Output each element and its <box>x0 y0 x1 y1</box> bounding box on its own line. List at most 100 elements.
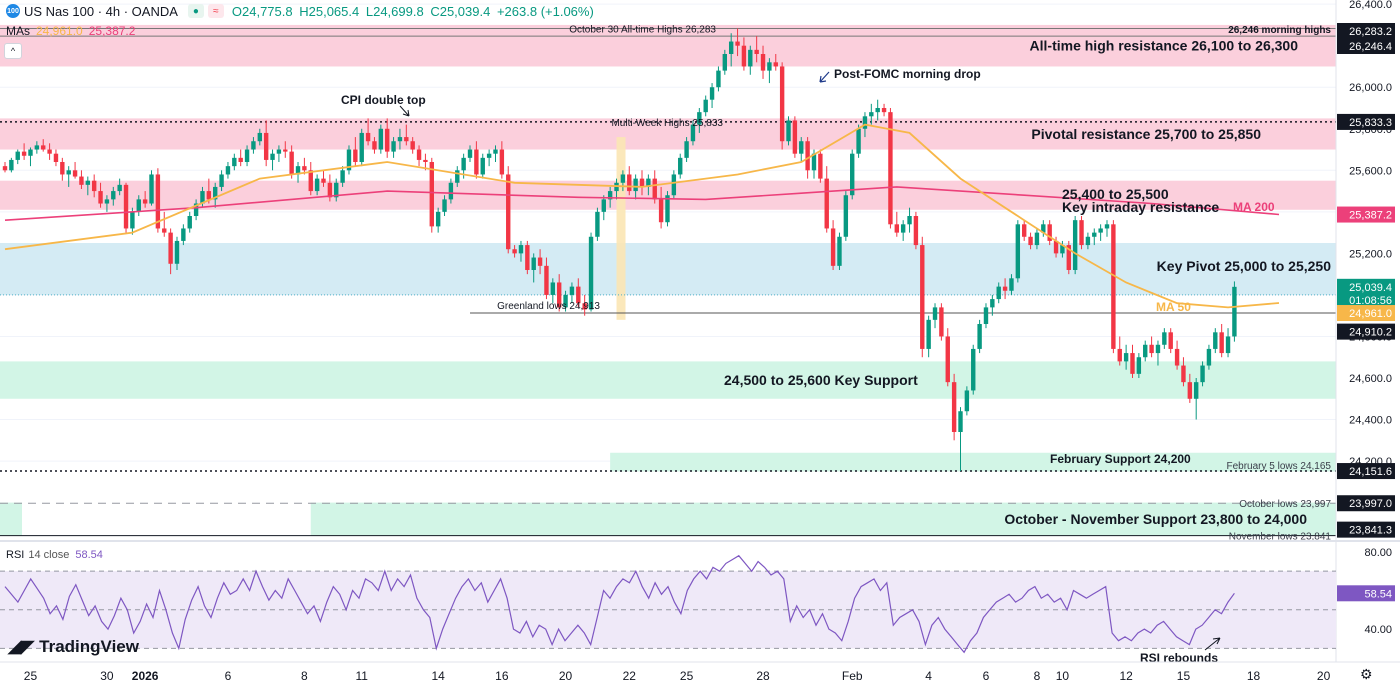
label-november-lows: November lows 23,841 <box>1229 532 1332 543</box>
candle-body <box>72 170 78 177</box>
candle-body <box>21 151 27 156</box>
candle-body <box>951 382 957 432</box>
candle-body <box>104 199 110 204</box>
candle-body <box>837 236 842 266</box>
price-tick-label: 24,600.0 <box>1349 373 1392 385</box>
time-tick-label: 11 <box>355 669 368 683</box>
high-value: H25,065.4 <box>299 3 360 19</box>
price-tick-label: 25,200.0 <box>1349 248 1392 260</box>
arrow-cpi <box>399 105 410 117</box>
price-tag-bg-last <box>1337 278 1395 309</box>
tag-greenland: 24,910.2 <box>1349 327 1392 339</box>
chart-header: 100 US Nas 100 · 4h · OANDA ● ≈ O24,775.… <box>0 0 1336 40</box>
time-tick-label: 8 <box>301 669 308 683</box>
time-tick-label: 20 <box>559 669 573 683</box>
candle-body <box>684 141 689 158</box>
candle-body <box>601 199 606 212</box>
candle-body <box>544 265 549 295</box>
rsi-line <box>4 554 1235 654</box>
candle-body <box>748 49 753 67</box>
nas100-logo-icon: 100 <box>6 4 20 18</box>
candle-body <box>703 99 708 113</box>
candle-body <box>117 184 122 192</box>
candle-body <box>1053 240 1059 254</box>
candle-body <box>9 159 14 171</box>
candle-body <box>830 228 836 266</box>
candle-body <box>799 141 804 154</box>
candle-body <box>945 336 950 383</box>
candle-body <box>174 240 180 264</box>
candle-body <box>53 153 59 162</box>
candle-body <box>773 62 778 67</box>
candle-body <box>926 319 931 349</box>
candle-body <box>1085 236 1091 246</box>
tag-morning-high: 26,246.4 <box>1349 41 1392 53</box>
candle-body <box>1104 224 1110 229</box>
green-dot-icon[interactable]: ● <box>187 4 204 18</box>
label-february-5-lows: February 5 lows 24,165 <box>1226 461 1331 472</box>
candle-body <box>213 186 218 200</box>
time-tick-label: 6 <box>983 669 990 683</box>
candle-body <box>754 49 759 54</box>
candle-body <box>1143 344 1148 358</box>
candle-body <box>996 286 1001 300</box>
time-tick-label: 28 <box>756 669 770 683</box>
candle-body <box>187 216 192 229</box>
ma-legend-row: MAs 24,961.0 25,387.2 <box>6 23 135 38</box>
candle-body <box>442 199 447 212</box>
candle-body <box>792 120 798 154</box>
candle-body <box>818 153 823 179</box>
symbol-row: 100 US Nas 100 · 4h · OANDA ● ≈ O24,775.… <box>6 3 597 19</box>
candle-body <box>410 141 415 150</box>
label-february-support: February Support 24,200 <box>1050 452 1191 466</box>
time-tick-label: 22 <box>623 669 637 683</box>
candle-body <box>843 195 849 237</box>
tradingview-logo[interactable]: ◢◤ TradingView <box>8 637 139 657</box>
candle-body <box>276 149 282 154</box>
candle-body <box>66 170 71 175</box>
candle-body <box>1047 224 1052 241</box>
candle-body <box>1123 353 1129 362</box>
candle-body <box>646 178 651 187</box>
candle-body <box>805 141 810 171</box>
candle-body <box>671 174 677 196</box>
label-intraday-range: 25,400 to 25,500 <box>1062 186 1169 202</box>
symbol-title[interactable]: US Nas 100 · 4h · OANDA <box>24 3 178 19</box>
candle-body <box>658 199 664 223</box>
candle-body <box>474 149 479 175</box>
label-key-pivot: Key Pivot 25,000 to 25,250 <box>1157 258 1332 274</box>
price-tick-label: 24,400.0 <box>1349 415 1392 427</box>
time-tick-label: 4 <box>925 669 932 683</box>
ma200-legend-value: 25,387.2 <box>88 23 136 38</box>
candle-body <box>856 128 861 154</box>
candle-body <box>582 303 587 310</box>
candle-body <box>232 157 237 167</box>
candle-body <box>913 216 919 246</box>
candle-body <box>346 149 352 171</box>
price-axis-bg <box>1336 0 1400 688</box>
tag-last: 25,039.4 <box>1349 282 1392 294</box>
candle-body <box>811 153 817 171</box>
candle-body <box>1066 245 1071 270</box>
candle-body <box>219 174 224 187</box>
bar-countdown: 01:08:56 <box>1349 295 1392 307</box>
candle-body <box>34 145 40 150</box>
candle-body <box>741 45 747 67</box>
candle-body <box>79 176 84 185</box>
tradingview-mark-icon: ◢◤ <box>8 637 35 656</box>
collapse-legend-icon[interactable]: ^ <box>4 43 22 59</box>
candle-body <box>1232 286 1237 337</box>
rsi-period: 14 close <box>28 549 70 561</box>
candle-body <box>633 178 638 192</box>
arrow-fomc <box>819 71 830 83</box>
compare-icon[interactable]: ≈ <box>207 4 224 18</box>
ma-label[interactable]: MAs <box>6 23 30 38</box>
candle-body <box>327 182 333 198</box>
rsi-label[interactable]: RSI <box>6 549 25 561</box>
gear-icon[interactable]: ⚙ <box>1360 666 1373 682</box>
candle-body <box>1187 382 1193 399</box>
candle-body <box>1117 348 1122 362</box>
annotation-ma200: MA 200 <box>1233 200 1275 214</box>
candle-body <box>900 224 906 233</box>
